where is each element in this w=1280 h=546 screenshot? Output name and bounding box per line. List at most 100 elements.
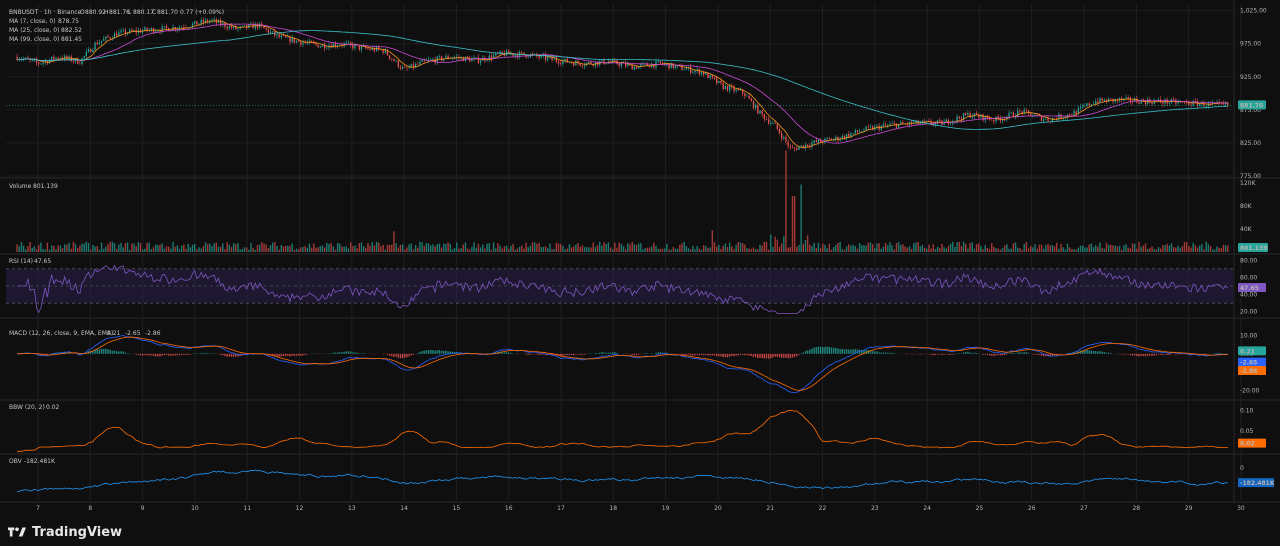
candle-body [1131,101,1134,103]
macd-hist-bar [735,353,737,356]
candle-body [248,24,250,28]
candle-body [1040,115,1043,121]
volume-bar [308,243,311,252]
bbw-tick-label: 0.10 [1240,407,1254,414]
volume-bar [991,243,993,252]
macd-hist-bar [798,353,800,355]
candle-body [980,114,982,118]
volume-bar [365,247,367,252]
candle-body [497,53,499,54]
macd-hist-bar [1043,353,1045,357]
candle-body [698,69,700,75]
candle-body [358,45,360,50]
candle-body [826,138,828,140]
macd-hist-bar [1073,352,1075,354]
macd-hist-bar [1175,353,1177,355]
candle-body [806,144,809,147]
candle-body [129,29,131,33]
macd-hist-bar [107,349,109,354]
obv-last-badge: -182.481K [1240,480,1275,487]
candle-body [1149,99,1151,103]
macd-hist-bar [430,349,432,354]
volume-bar [1019,248,1021,252]
volume-bar [154,244,157,252]
volume-bar [306,247,309,252]
macd-hist-bar [302,353,304,356]
macd-hist-bar [791,353,794,358]
macd-hist-bar [436,350,438,354]
volume-bar [822,243,824,252]
macd-hist-bar [826,346,828,354]
macd-hist-bar [90,351,92,354]
macd-hist-bar [399,353,402,359]
candle-body [55,57,57,60]
macd-hist-bar [408,353,410,357]
volume-bar [505,245,508,252]
candle-body [1199,104,1201,107]
volume-bar [384,249,386,252]
obv-title: OBV [9,458,23,465]
macd-hist-bar [124,352,127,354]
volume-bar [633,244,636,252]
volume-bar [880,248,882,252]
volume-bar [813,242,815,252]
volume-bar [302,246,304,252]
volume-bar [1201,244,1203,252]
volume-bar [845,246,848,252]
macd-hist-bar [685,353,688,356]
macd-hist-bar [417,353,419,354]
volume-bar [263,243,265,252]
volume-bar [791,196,794,252]
volume-bar [1185,241,1188,252]
candle-body [958,116,960,119]
rsi-last-badge: 47.65 [1240,285,1259,292]
macd-hist-bar [637,353,640,355]
candle-body [690,67,692,73]
candle-body [90,49,92,53]
candle-body [887,125,889,126]
macd-hist-bar [157,353,159,357]
volume-bar [646,247,649,252]
candle-body [373,48,376,51]
macd-hist-bar [501,351,503,354]
volume-bar [1162,245,1164,252]
volume-bar [865,245,867,252]
volume-bar [616,247,618,252]
candle-body [267,29,269,33]
volume-bar [715,246,718,252]
candle-body [1097,101,1099,104]
candle-body [1099,98,1101,104]
candle-body [553,58,555,60]
candle-body [512,53,514,56]
volume-bar [1045,244,1047,252]
volume-bar [581,245,584,252]
macd-hist-bar [917,353,919,355]
macd-hist-bar [432,350,434,354]
candle-body [605,63,607,65]
volume-bar [930,248,932,252]
macd-hist-bar [165,353,168,355]
macd-hist-bar [720,353,722,357]
candle-body [988,118,991,120]
volume-bar [330,243,332,252]
macd-hist-bar [1034,353,1036,355]
volume-bar [1177,245,1179,252]
candle-body [954,120,956,122]
candle-body [772,123,774,124]
candle-body [657,61,659,62]
volume-bar [107,243,109,252]
volume-bar [1064,249,1067,252]
candle-body [813,140,815,143]
candle-body [949,123,952,125]
rsi-tick-label: 60.00 [1240,274,1257,281]
macd-hist-bar [848,349,850,354]
macd-hist-bar [1001,353,1004,356]
candle-body [742,89,744,94]
macd-hist-bar [96,349,98,354]
volume-bar [1086,247,1088,252]
candle-body [975,113,978,116]
volume-bar [135,246,137,252]
volume-bar [670,249,672,252]
candle-body [798,146,800,150]
